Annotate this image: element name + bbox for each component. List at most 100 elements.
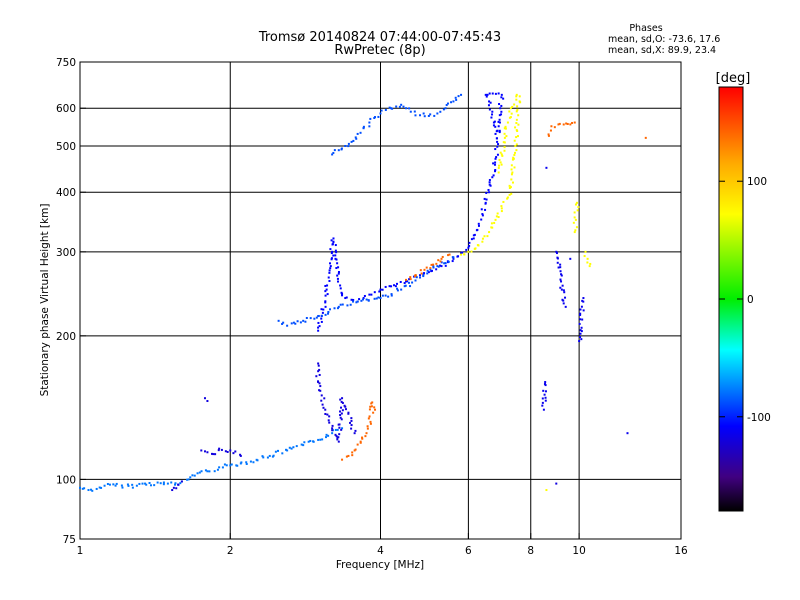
data-point <box>477 222 480 225</box>
data-point <box>488 183 491 186</box>
data-point <box>349 421 352 424</box>
data-point <box>361 436 364 439</box>
data-point <box>318 368 321 371</box>
data-point <box>556 256 559 259</box>
data-point <box>508 110 511 113</box>
data-point <box>542 408 545 411</box>
data-point <box>562 123 565 126</box>
data-point <box>387 295 390 298</box>
data-point <box>317 438 320 441</box>
data-point <box>204 450 207 453</box>
data-point <box>502 141 505 144</box>
data-point <box>506 121 509 124</box>
data-point <box>515 118 518 121</box>
data-point <box>338 433 341 436</box>
data-point <box>327 276 330 279</box>
data-point <box>491 110 494 113</box>
data-point <box>390 293 393 296</box>
data-point <box>313 317 316 320</box>
data-point <box>491 113 494 116</box>
data-point <box>494 161 497 164</box>
data-point <box>557 123 560 126</box>
data-point <box>481 237 484 240</box>
data-point <box>172 486 175 489</box>
data-point <box>256 459 259 462</box>
data-point <box>149 484 152 487</box>
data-point <box>560 288 563 291</box>
data-point <box>545 489 548 492</box>
data-point <box>490 222 493 225</box>
data-point <box>472 234 475 237</box>
data-point <box>586 261 589 264</box>
y-axis-label: Stationary phase Virtual Height [km] <box>39 204 51 397</box>
data-point <box>419 114 422 117</box>
data-point <box>220 448 223 451</box>
data-point <box>324 313 327 316</box>
data-point <box>320 314 323 317</box>
data-point <box>578 322 581 325</box>
data-point <box>485 198 488 201</box>
data-point <box>405 280 408 283</box>
data-point <box>324 294 327 297</box>
data-point <box>393 284 396 287</box>
data-point <box>329 265 332 268</box>
data-point <box>510 192 513 195</box>
data-point <box>321 438 324 441</box>
data-point <box>330 239 333 242</box>
data-point <box>470 238 473 241</box>
data-point <box>362 127 365 130</box>
data-point <box>500 210 503 213</box>
data-point <box>162 481 165 484</box>
data-point <box>516 108 519 111</box>
data-point <box>579 335 582 338</box>
data-point <box>216 468 219 471</box>
data-point <box>559 266 562 269</box>
data-point <box>468 241 471 244</box>
colorbar-tick-label: -100 <box>747 412 771 424</box>
data-point <box>324 412 327 415</box>
data-point <box>564 305 567 308</box>
data-point <box>439 260 442 263</box>
data-point <box>512 156 515 159</box>
data-point <box>497 92 500 95</box>
data-point <box>367 299 370 302</box>
data-point <box>440 265 443 268</box>
data-point <box>331 427 334 430</box>
data-point <box>509 107 512 110</box>
data-point <box>423 115 426 118</box>
data-point <box>486 93 489 96</box>
data-point <box>457 255 460 258</box>
data-point <box>494 125 497 128</box>
data-point <box>503 141 506 144</box>
data-point <box>408 107 411 110</box>
data-point <box>494 132 497 135</box>
data-point <box>337 266 340 269</box>
data-point <box>562 289 565 292</box>
data-point <box>368 125 371 128</box>
x-tick-label: 4 <box>377 545 384 557</box>
data-point <box>299 321 302 324</box>
data-point <box>515 136 518 139</box>
data-point <box>213 470 216 473</box>
data-point <box>365 298 368 301</box>
data-point <box>331 243 334 246</box>
data-point <box>496 145 499 148</box>
data-point <box>413 110 416 113</box>
data-point <box>582 297 585 300</box>
x-axis-ticks: 1 2 4 6 8 10 16 <box>77 533 688 557</box>
data-point <box>369 422 372 425</box>
data-point <box>339 410 342 413</box>
data-point <box>500 163 503 166</box>
data-point <box>432 266 435 269</box>
data-point <box>294 322 297 325</box>
data-point <box>423 272 426 275</box>
data-point <box>232 452 235 455</box>
data-point <box>277 449 280 452</box>
data-point <box>344 405 347 408</box>
data-point <box>303 441 306 444</box>
data-point <box>329 267 332 270</box>
data-point <box>344 408 347 411</box>
data-point <box>326 413 329 416</box>
data-point <box>488 181 491 184</box>
data-point <box>336 307 339 310</box>
